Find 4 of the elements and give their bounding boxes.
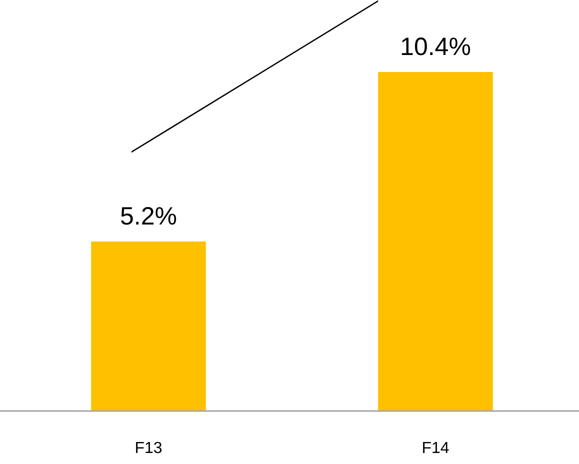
data-label: 5.2% [120,202,177,230]
data-label: 10.4% [400,33,471,61]
x-tick-label: F13 [134,440,162,457]
x-tick-label: F14 [422,440,450,457]
